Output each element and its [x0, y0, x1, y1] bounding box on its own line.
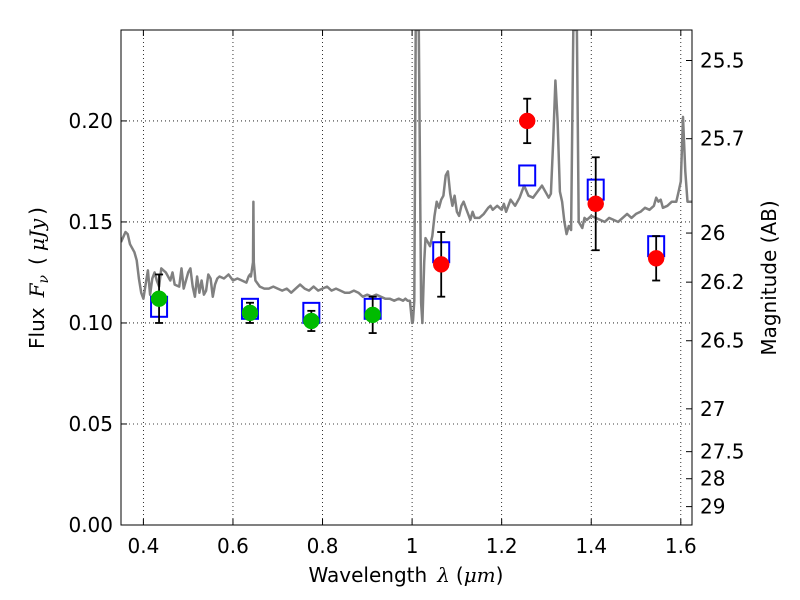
right-tick-label: 27: [700, 397, 725, 421]
observed-flux-point: [241, 304, 259, 322]
y-tick-label: 0.10: [68, 311, 113, 335]
photometry-markers: [150, 97, 666, 334]
observed-flux-point: [647, 250, 665, 267]
right-tick-label: 28: [700, 467, 725, 491]
model-spectrum-line: [121, 30, 692, 325]
observed-flux-point: [518, 112, 536, 130]
x-tick-label: 1.2: [486, 534, 518, 558]
y-tick-label: 0.15: [68, 210, 113, 234]
y-axis-title: FluxFν(μJy): [25, 207, 52, 349]
observed-flux-point: [587, 195, 604, 213]
observed-flux-point: [364, 306, 381, 324]
observed-flux-point: [303, 312, 320, 330]
right-tick-label: 25.7: [700, 127, 745, 151]
right-tick-label: 26.2: [700, 270, 745, 294]
x-tick-label: 1.4: [575, 534, 607, 558]
right-tick-label: 27.5: [700, 440, 745, 464]
x-axis-title: Wavelength λ (μm): [309, 563, 504, 587]
right-tick-label: 29: [700, 495, 725, 519]
plot-content: [121, 30, 692, 325]
model-flux-square: [518, 164, 537, 187]
observed-flux-point: [432, 256, 450, 273]
y-tick-label: 0.00: [68, 513, 113, 537]
axis-ticks: 0.4 0.6 0.8 1 1.2 1.4 1.6 0.00 0.05 0.10 0.15 0.20 2…: [68, 30, 745, 558]
x-tick-label: 0.6: [217, 534, 249, 558]
x-tick-label: 0.8: [307, 534, 339, 558]
right-tick-label: 25.5: [700, 49, 745, 73]
x-tick-label: 1: [406, 534, 419, 558]
grid-lines: [121, 30, 692, 526]
right-tick-label: 26: [700, 221, 725, 245]
x-tick-label: 1.6: [665, 534, 697, 558]
y-tick-label: 0.05: [68, 412, 113, 436]
plot-frame: [120, 29, 693, 526]
x-tick-label: 0.4: [127, 534, 159, 558]
observed-flux-point: [150, 290, 168, 307]
right-tick-label: 26.5: [700, 329, 745, 353]
right-axis-title: Magnitude (AB): [757, 200, 781, 355]
y-tick-label: 0.20: [68, 109, 113, 133]
